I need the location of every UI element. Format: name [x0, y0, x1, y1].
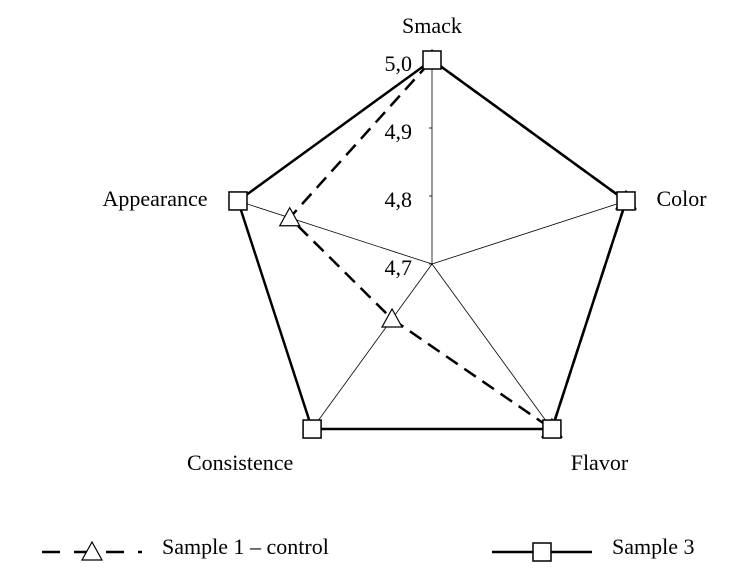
- data-point: [228, 191, 248, 211]
- spoke: [431, 263, 553, 430]
- data-point: [302, 419, 322, 439]
- legend-marker: [80, 540, 104, 561]
- data-point: [278, 206, 301, 227]
- data-point: [616, 191, 636, 211]
- r-tick-label: 4,7: [385, 255, 413, 280]
- r-tick-label: 5,0: [385, 51, 413, 76]
- data-point: [542, 419, 562, 439]
- r-tick-label: 4,9: [385, 119, 413, 144]
- legend-label: Sample 1 – control: [162, 534, 329, 559]
- spoke: [431, 200, 627, 265]
- spoke: [237, 200, 433, 265]
- data-point: [422, 50, 442, 70]
- axis-label: Flavor: [571, 450, 629, 475]
- spoke: [311, 263, 433, 430]
- axis-label: Smack: [402, 13, 462, 38]
- legend-label: Sample 3: [612, 534, 695, 559]
- data-point: [381, 307, 404, 328]
- r-tick-label: 4,8: [385, 187, 413, 212]
- axis-label: Color: [656, 186, 707, 211]
- legend-marker: [532, 542, 552, 562]
- series-line: [287, 58, 628, 432]
- axis-label: Consistence: [187, 450, 293, 475]
- axis-label: Appearance: [103, 186, 208, 211]
